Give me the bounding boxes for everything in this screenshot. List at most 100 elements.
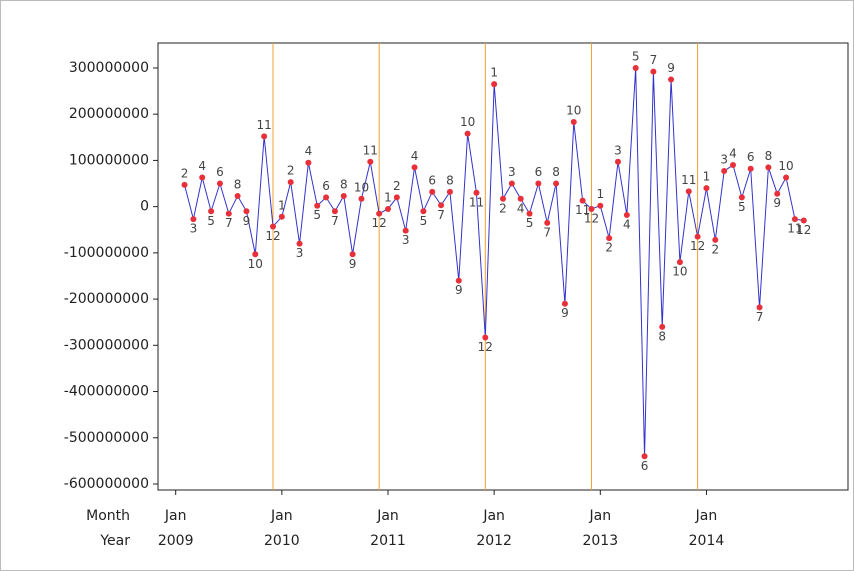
- x-tick-year-label: 2013: [582, 533, 618, 549]
- point-label: 6: [641, 459, 649, 473]
- data-point: [252, 251, 259, 258]
- data-point: [703, 185, 710, 192]
- point-label: 12: [690, 239, 705, 253]
- point-label: 9: [349, 257, 357, 271]
- data-point: [296, 240, 303, 247]
- data-point: [747, 165, 754, 172]
- point-label: 12: [265, 229, 280, 243]
- point-label: 2: [711, 242, 719, 256]
- data-point: [358, 195, 365, 202]
- point-label: 9: [667, 61, 675, 75]
- point-label: 4: [729, 147, 737, 161]
- data-point: [659, 323, 666, 330]
- data-point: [429, 188, 436, 195]
- data-point: [668, 76, 675, 83]
- point-label: 10: [566, 104, 581, 118]
- point-label: 1: [384, 190, 392, 204]
- point-label: 7: [756, 310, 764, 324]
- data-point: [261, 133, 268, 140]
- point-label: 4: [623, 217, 631, 231]
- data-point: [473, 189, 480, 196]
- y-tick-label: -600000000: [64, 476, 149, 492]
- x-tick-label: Jan: [164, 508, 187, 524]
- y-tick-label: 0: [140, 199, 149, 215]
- data-point: [340, 193, 347, 200]
- data-point: [243, 208, 250, 215]
- data-point: [526, 210, 533, 217]
- data-point: [712, 236, 719, 243]
- point-label: 6: [216, 165, 224, 179]
- point-label: 2: [287, 164, 295, 178]
- x-tick-label: Jan: [270, 508, 293, 524]
- point-label: 10: [778, 159, 793, 173]
- x-tick-label: Jan: [482, 508, 505, 524]
- y-tick-label: 100000000: [69, 152, 149, 168]
- data-point: [491, 81, 498, 88]
- data-point: [553, 180, 560, 187]
- x-tick-label: Jan: [695, 508, 718, 524]
- data-point: [411, 164, 418, 171]
- data-point: [535, 180, 542, 187]
- plot-frame: [157, 42, 849, 491]
- point-label: 1: [596, 187, 604, 201]
- data-point: [225, 210, 232, 217]
- point-label: 9: [773, 196, 781, 210]
- point-label: 8: [552, 165, 560, 179]
- point-label: 7: [543, 225, 551, 239]
- data-point: [676, 259, 683, 266]
- data-point: [561, 300, 568, 307]
- point-label: 7: [225, 216, 233, 230]
- data-point: [287, 179, 294, 186]
- data-point: [800, 217, 807, 224]
- point-label: 6: [322, 179, 330, 193]
- data-point: [765, 164, 772, 171]
- data-point: [685, 188, 692, 195]
- data-point: [464, 130, 471, 137]
- data-point: [385, 205, 391, 212]
- x-tick-year-label: 2009: [158, 533, 194, 549]
- point-label: 6: [747, 150, 755, 164]
- point-label: 9: [243, 214, 251, 228]
- point-label: 3: [402, 233, 410, 247]
- point-label: 1: [278, 198, 286, 212]
- data-point: [455, 277, 462, 284]
- x-tick-year-label: 2012: [476, 533, 512, 549]
- x-row-label: Month: [86, 508, 130, 524]
- point-label: 11: [469, 195, 484, 209]
- x-tick-year-label: 2010: [264, 533, 300, 549]
- data-point: [208, 208, 215, 215]
- point-label: 12: [478, 340, 493, 354]
- data-point: [730, 162, 736, 169]
- data-point: [597, 202, 604, 209]
- point-label: 2: [605, 241, 613, 255]
- point-label: 2: [181, 166, 189, 180]
- point-label: 4: [198, 159, 206, 173]
- data-point: [216, 180, 223, 187]
- point-label: 4: [411, 149, 419, 163]
- y-tick-label: 200000000: [69, 106, 149, 122]
- point-label: 1: [490, 66, 498, 80]
- x-tick-year-label: 2014: [689, 533, 725, 549]
- data-point: [446, 188, 453, 195]
- point-label: 11: [363, 143, 378, 157]
- point-label: 11: [575, 203, 590, 217]
- point-label: 11: [787, 222, 802, 236]
- data-point: [650, 68, 657, 75]
- point-label: 5: [313, 208, 321, 222]
- data-point: [234, 193, 241, 200]
- point-label: 1: [703, 170, 711, 184]
- point-label: 5: [207, 214, 215, 228]
- point-label: 8: [765, 149, 773, 163]
- point-label: 12: [584, 211, 599, 225]
- data-point: [783, 174, 790, 181]
- data-point: [438, 202, 445, 209]
- data-point: [570, 119, 577, 126]
- point-label: 11: [257, 118, 272, 132]
- y-tick-label: -400000000: [64, 384, 149, 400]
- data-point: [756, 304, 763, 311]
- data-point: [305, 159, 312, 166]
- data-point: [721, 168, 728, 175]
- y-tick-label: 300000000: [69, 60, 149, 76]
- point-label: 8: [658, 329, 666, 343]
